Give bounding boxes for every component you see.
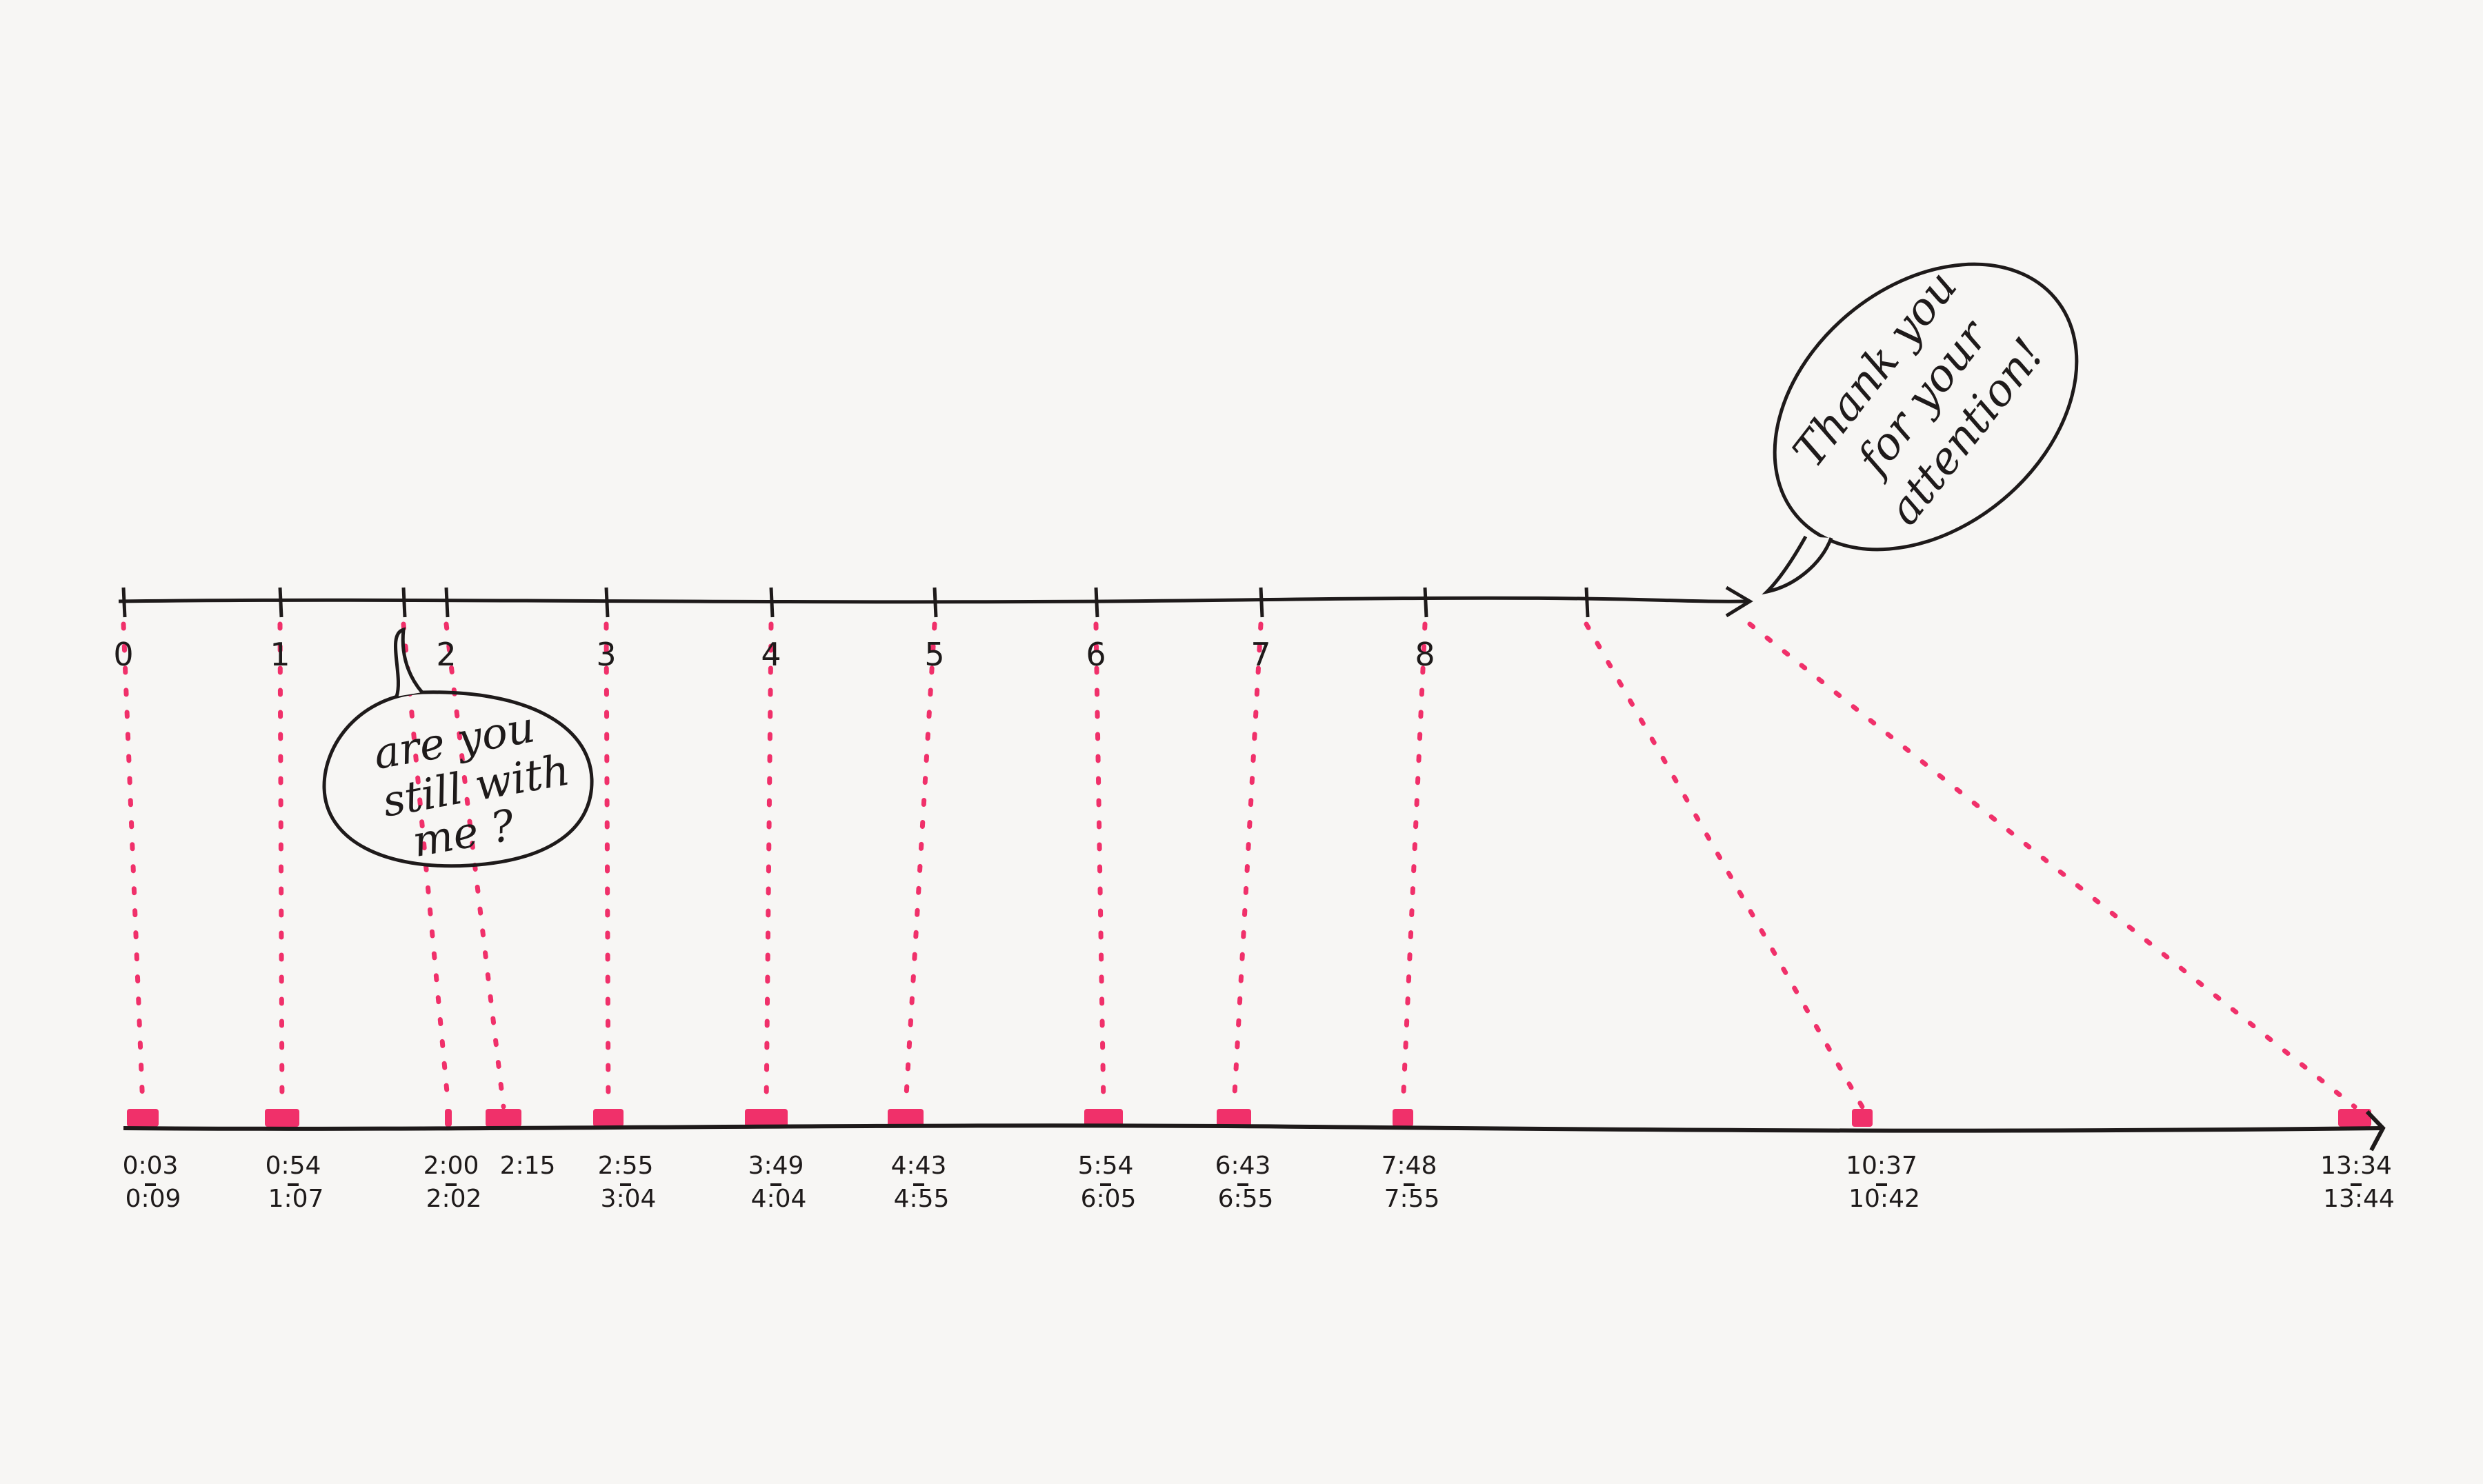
axis-tick-label: 7 (1250, 636, 1270, 673)
time-start: 0:03 (123, 1152, 179, 1180)
time-start: 2:15 (500, 1152, 556, 1180)
time-end: 6:55 (1218, 1185, 1274, 1213)
bubble-tail (394, 627, 423, 697)
axis-tick (121, 587, 127, 618)
time-range-label: 2:15 (500, 1152, 556, 1180)
bottom-time-labels: 0:03 0:09 0:54 1:07 2:00 2:02 2:15 2:55 3:04 3:49… (123, 1152, 2395, 1213)
time-end: 0:09 (126, 1185, 181, 1213)
time-mark (265, 1109, 299, 1127)
time-end: 4:04 (751, 1185, 807, 1213)
time-start: 10:37 (1846, 1152, 1917, 1180)
dotted-mapping-line (1747, 621, 2357, 1110)
speech-bubble-still-with-me: are you still with me ? (322, 627, 594, 868)
top-axis-line (118, 596, 1751, 604)
time-end: 13:44 (2323, 1185, 2395, 1213)
axis-tick (444, 587, 450, 618)
dotted-mapping-line (277, 621, 285, 1110)
time-start: 3:49 (748, 1152, 804, 1180)
time-mark (1393, 1109, 1413, 1127)
time-start: 2:00 (423, 1152, 479, 1180)
axis-tick-label: 3 (596, 636, 616, 673)
dotted-mapping-line (903, 621, 937, 1110)
time-end: 6:05 (1081, 1185, 1137, 1213)
time-range-label: 0:54 1:07 (266, 1152, 324, 1213)
axis-tick-label: 1 (270, 636, 290, 673)
axis-tick (1094, 587, 1099, 618)
time-range-label: 6:43 6:55 (1215, 1152, 1274, 1213)
bubble-tail (1762, 535, 1833, 595)
time-mark (486, 1109, 521, 1127)
bubble-outline (322, 690, 594, 868)
axis-tick (1423, 587, 1428, 618)
time-start: 7:48 (1382, 1152, 1437, 1180)
time-start: 13:34 (2320, 1152, 2392, 1180)
time-mark (745, 1109, 788, 1127)
time-start: 2:55 (598, 1152, 654, 1180)
bottom-axis-arrowhead (2365, 1110, 2386, 1152)
axis-tick-label: 8 (1415, 636, 1435, 673)
time-range-label: 7:48 7:55 (1382, 1152, 1440, 1213)
axis-tick (933, 587, 938, 618)
time-start: 6:43 (1215, 1152, 1271, 1180)
time-range-label: 0:03 0:09 (123, 1152, 181, 1213)
top-axis-arrowhead (1725, 585, 1753, 618)
axis-tick (769, 587, 775, 618)
time-end: 7:55 (1384, 1185, 1440, 1213)
axis-tick-label: 6 (1086, 636, 1106, 673)
time-start: 5:54 (1078, 1152, 1134, 1180)
time-mark (1217, 1109, 1251, 1127)
time-mark (127, 1109, 159, 1127)
time-start: 4:43 (891, 1152, 947, 1180)
time-mark (2338, 1109, 2371, 1127)
time-end: 4:55 (894, 1185, 950, 1213)
time-end: 1:07 (268, 1185, 324, 1213)
time-end: 3:04 (601, 1185, 657, 1213)
time-range-label: 10:37 10:42 (1846, 1152, 1920, 1213)
axis-tick-label: 5 (924, 636, 944, 673)
time-start: 0:54 (266, 1152, 321, 1180)
dotted-mapping-line (1584, 621, 1865, 1110)
time-mark (1084, 1109, 1123, 1127)
time-range-label: 2:55 3:04 (598, 1152, 657, 1213)
time-range-label: 5:54 6:05 (1078, 1152, 1137, 1213)
time-mark (888, 1109, 924, 1127)
axis-tick (1259, 587, 1264, 618)
bottom-marks (127, 1109, 2371, 1127)
top-axis-labels: 0 1 2 3 4 5 6 7 8 (113, 636, 1435, 673)
bottom-axis-line (123, 1123, 2384, 1133)
time-mark (593, 1109, 624, 1127)
dotted-mapping-line (1093, 621, 1106, 1110)
time-mark (445, 1109, 452, 1127)
time-range-label: 2:00 2:02 (423, 1152, 482, 1213)
mapping-dotted-lines (121, 621, 2357, 1110)
axis-tick-label: 0 (113, 636, 133, 673)
time-range-label: 13:34 13:44 (2320, 1152, 2395, 1213)
axis-tick (604, 587, 610, 618)
dotted-mapping-line (1231, 621, 1264, 1110)
axis-tick (1584, 587, 1590, 618)
dotted-mapping-line (764, 621, 774, 1110)
speech-bubble-thank-you: Thank you for your attention! (1762, 261, 2079, 595)
top-axis-ticks (121, 587, 1590, 618)
dotted-mapping-line (121, 621, 146, 1110)
dotted-mapping-line (604, 621, 611, 1110)
bubble-outline (1773, 262, 2079, 552)
axis-tick (401, 587, 407, 618)
dotted-mapping-line (1400, 621, 1428, 1110)
axis-tick (278, 587, 283, 618)
axis-tick-label: 4 (761, 636, 781, 673)
axis-tick-label: 2 (436, 636, 456, 673)
time-mark (1852, 1109, 1873, 1127)
time-end: 10:42 (1848, 1185, 1920, 1213)
time-range-label: 4:43 4:55 (891, 1152, 950, 1213)
time-end: 2:02 (426, 1185, 482, 1213)
time-range-label: 3:49 4:04 (748, 1152, 807, 1213)
